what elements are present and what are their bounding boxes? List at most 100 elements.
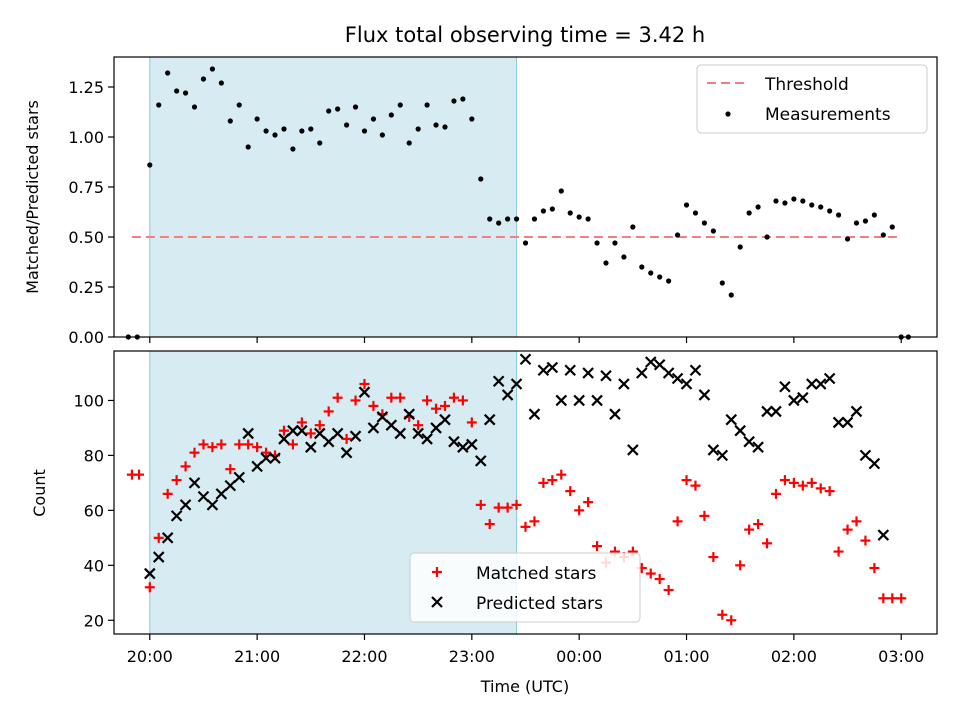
measurement-point xyxy=(156,102,162,108)
predicted-star-point xyxy=(680,378,693,390)
matched-star-point xyxy=(806,477,817,488)
measurement-point xyxy=(594,240,600,246)
predicted-star-point xyxy=(501,389,514,401)
bottom-x-ticks: 20:00 21:00 22:00 23:00 00:00 01:00 02:00 03:00 xyxy=(127,634,924,666)
measurement-point xyxy=(182,90,189,96)
bottom-legend: Matched stars Predicted stars xyxy=(409,552,641,623)
predicted-star-point xyxy=(313,427,326,440)
predicted-star-point xyxy=(859,449,872,462)
matched-star-point xyxy=(583,497,594,508)
matched-star-point xyxy=(753,519,764,530)
matched-star-point xyxy=(216,439,227,450)
measurement-point xyxy=(487,216,493,222)
measurement-point xyxy=(835,212,842,218)
bottom-y-axis-label: Count xyxy=(30,469,49,517)
x-tick-label: 21:00 xyxy=(234,647,280,666)
measurement-point xyxy=(800,198,806,204)
matched-star-point xyxy=(252,442,263,453)
predicted-star-point xyxy=(636,367,648,379)
measurement-point xyxy=(174,88,180,94)
predicted-star-point xyxy=(269,452,281,464)
matched-star-point xyxy=(287,439,298,450)
predicted-stars-series xyxy=(144,353,890,580)
matched-star-point xyxy=(296,417,307,428)
matched-star-point xyxy=(207,442,218,453)
measurement-point xyxy=(657,274,663,280)
matched-star-point xyxy=(592,541,603,552)
matched-star-point xyxy=(896,593,907,604)
predicted-star-point xyxy=(349,430,362,442)
matched-star-point xyxy=(413,420,424,431)
measurement-point xyxy=(352,104,359,110)
matched-star-point xyxy=(824,486,835,497)
predicted-star-point xyxy=(448,435,460,448)
predicted-star-point xyxy=(618,378,630,390)
predicted-star-point xyxy=(850,405,863,418)
matched-star-point xyxy=(198,439,209,450)
matched-star-point xyxy=(261,447,272,458)
x-tick-label: 23:00 xyxy=(449,647,495,666)
measurement-point xyxy=(227,118,233,124)
measurement-point xyxy=(612,240,618,246)
predicted-star-point xyxy=(251,460,263,473)
predicted-star-point xyxy=(367,422,380,434)
measurement-point xyxy=(585,216,591,222)
measurement-point xyxy=(692,210,699,216)
measurement-point xyxy=(773,198,779,204)
predicted-star-point xyxy=(519,353,532,366)
predicted-star-point xyxy=(340,446,353,459)
predicted-star-point xyxy=(662,367,675,379)
measurement-point xyxy=(415,126,421,132)
x-tick-label: 03:00 xyxy=(878,647,924,666)
measurement-point xyxy=(397,102,403,108)
measurement-point xyxy=(254,116,260,122)
top-y-tick-label: 0.50 xyxy=(68,228,104,247)
bottom-legend-box xyxy=(409,552,641,623)
predicted-star-point xyxy=(805,378,818,390)
predicted-star-point xyxy=(698,389,711,401)
measurement-point xyxy=(191,104,198,110)
predicted-star-point xyxy=(573,394,585,407)
predicted-star-point xyxy=(591,394,603,407)
measurement-point xyxy=(755,204,761,210)
measurement-point xyxy=(818,204,824,210)
measurement-point xyxy=(540,208,546,214)
matched-star-point xyxy=(833,546,844,557)
predicted-star-point xyxy=(278,433,290,445)
measurement-point xyxy=(639,264,645,270)
measurement-point xyxy=(674,232,681,238)
predicted-star-point xyxy=(412,427,424,440)
predicted-star-point xyxy=(331,427,344,440)
measurement-point xyxy=(862,218,869,224)
predicted-star-point xyxy=(376,411,389,423)
measurement-point xyxy=(281,126,287,132)
matched-star-point xyxy=(395,392,406,403)
measurement-point xyxy=(871,212,877,218)
predicted-star-point xyxy=(779,380,791,393)
matched-star-point xyxy=(574,505,585,516)
predicted-star-point xyxy=(233,471,246,484)
measurement-point xyxy=(263,128,269,134)
legend-threshold-label: Threshold xyxy=(764,75,849,95)
matched-star-point xyxy=(341,433,352,444)
measurement-point xyxy=(853,220,860,226)
measurement-point xyxy=(648,270,654,276)
matched-star-point xyxy=(162,488,173,499)
predicted-star-point xyxy=(528,408,541,420)
matched-star-point xyxy=(538,477,549,488)
matched-star-point xyxy=(144,582,155,593)
matched-star-point xyxy=(323,406,334,417)
predicted-star-point xyxy=(510,378,523,390)
measurement-point xyxy=(701,220,708,226)
predicted-star-point xyxy=(537,364,550,377)
matched-star-point xyxy=(305,428,316,439)
predicted-star-point xyxy=(152,551,165,563)
matched-star-point xyxy=(332,392,343,403)
matched-star-point xyxy=(225,464,236,475)
measurement-point xyxy=(889,224,895,230)
measurement-point xyxy=(200,76,207,82)
measurement-point xyxy=(549,206,555,212)
matched-star-point xyxy=(350,395,361,406)
matched-star-point xyxy=(529,516,540,527)
